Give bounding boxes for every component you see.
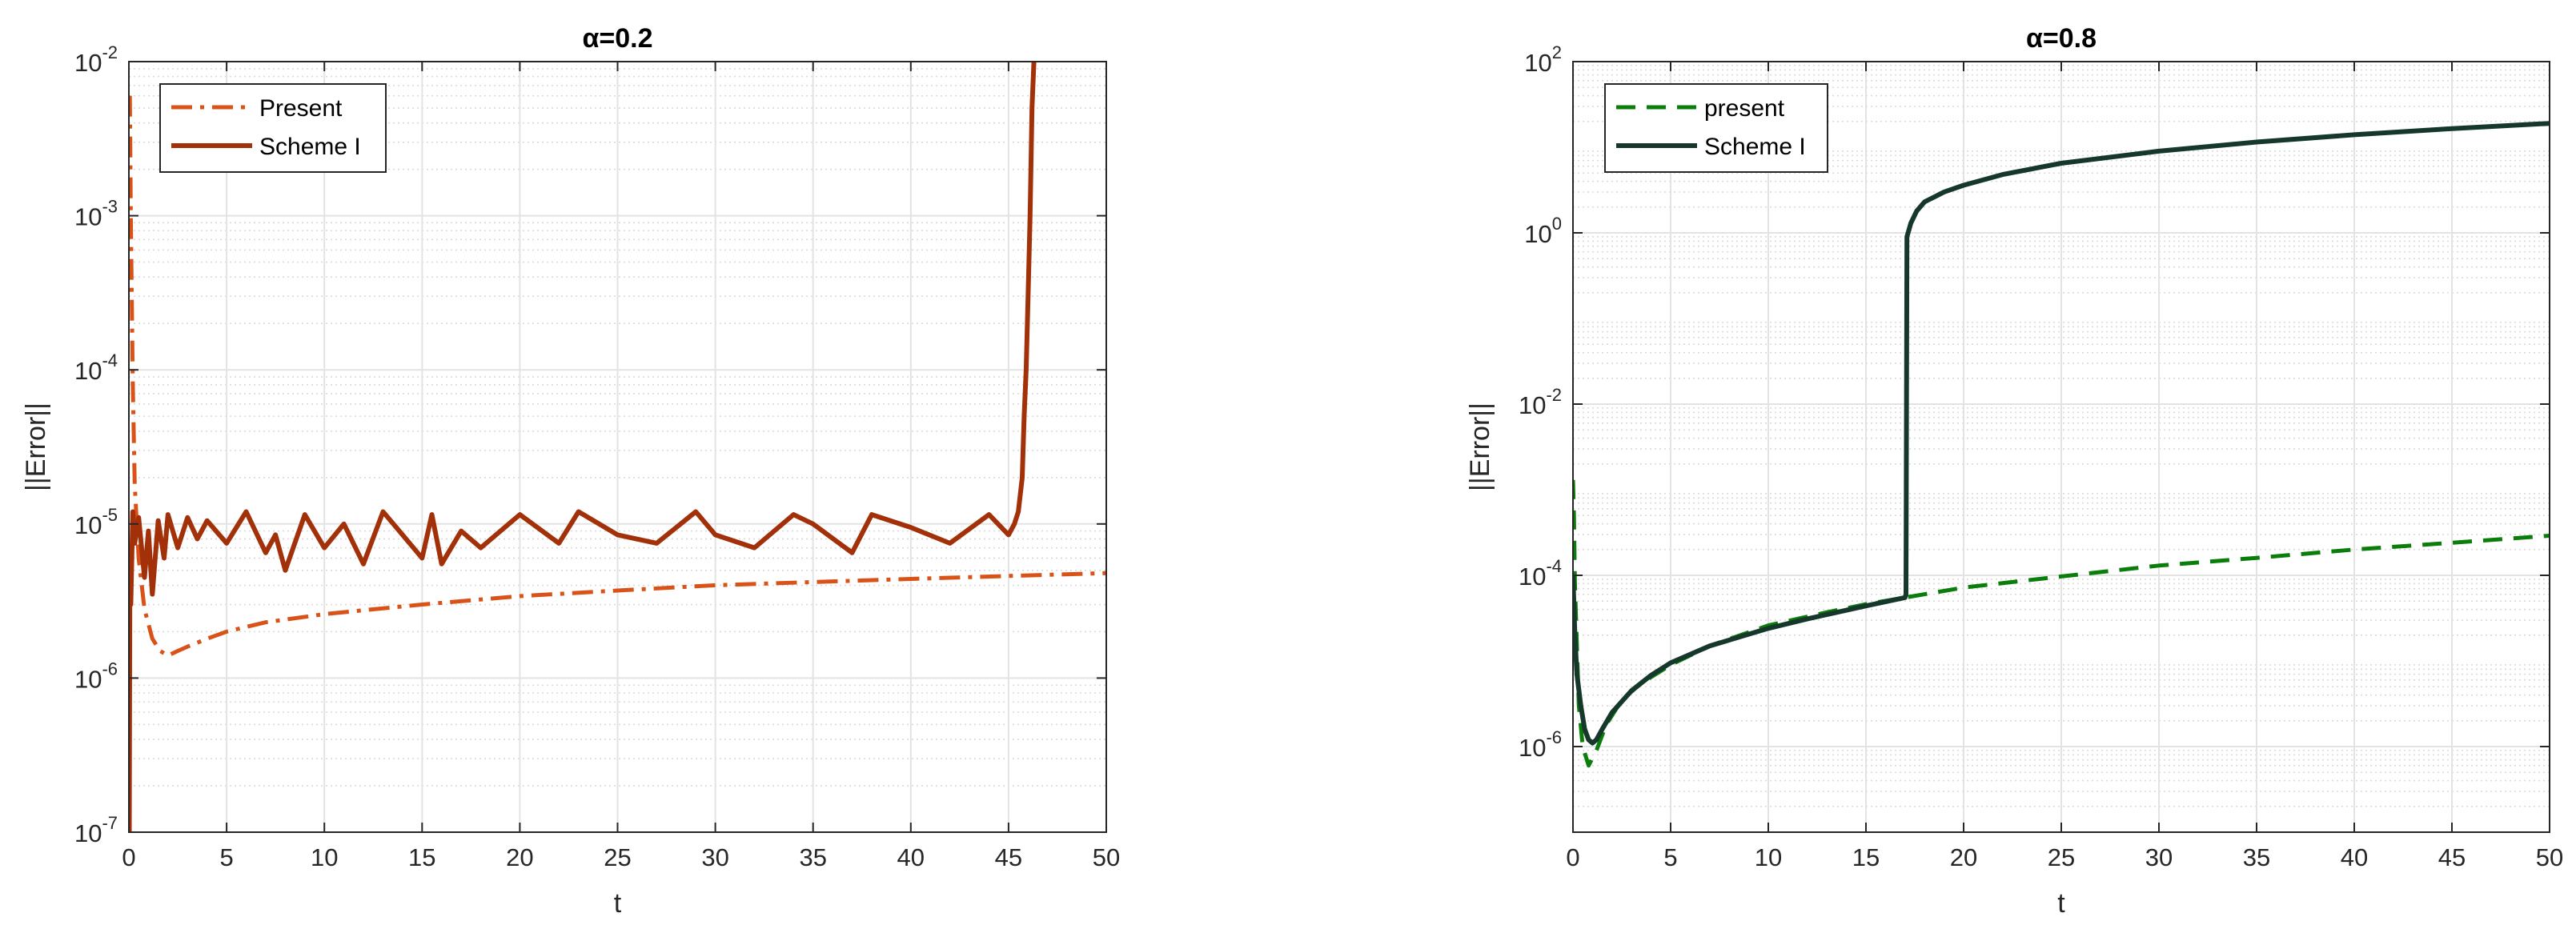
y-tick-label: 10-6 [1519,727,1562,762]
y-tick-label: 102 [1524,42,1562,77]
x-tick-label: 15 [1852,843,1880,871]
x-tick-label: 30 [701,843,728,871]
panels: 0 5 10 15 20 25 30 35 40 45 5010-710-610-510-410-3… [21,23,2563,919]
x-ticks: 0 5 10 15 20 25 30 35 40 45 50 [1566,62,2563,871]
x-tick-label: 40 [897,843,925,871]
y-tick-label: 10-6 [74,659,118,693]
x-tick-label: 20 [506,843,533,871]
chart-title: α=0.2 [582,23,652,54]
y-axis-label: ||Error|| [1465,402,1495,491]
x-tick-label: 10 [1755,843,1782,871]
legend-label: Scheme I [1704,134,1806,160]
x-tick-label: 25 [2048,843,2075,871]
x-axis-label: t [2057,888,2065,919]
legend: present Scheme I [1604,83,1828,173]
x-tick-label: 45 [995,843,1022,871]
y-tick-label: 10-7 [74,813,118,847]
x-tick-label: 50 [2536,843,2563,871]
x-tick-label: 40 [2341,843,2368,871]
series-group [129,62,1106,832]
y-tick-label: 10-5 [74,505,118,539]
x-tick-label: 5 [219,843,233,871]
x-tick-label: 0 [122,843,135,871]
x-tick-label: 5 [1663,843,1677,871]
legend: Present Scheme I [159,83,387,173]
y-tick-label: 10-2 [1519,385,1562,419]
legend-box [1604,83,1828,173]
series-group [1573,121,2550,768]
chart-panel-2: 0 5 10 15 20 25 30 35 40 45 50 10-6 10-4 10-2 100 102 α=… [1465,23,2563,919]
x-tick-label: 10 [311,843,338,871]
chart-title: α=0.8 [2026,23,2097,54]
x-tick-label: 15 [408,843,435,871]
legend-label: present [1704,95,1785,122]
y-tick-label: 10-4 [74,350,118,385]
y-ticks: 10-7 10-6 10-5 10-4 10-3 10-2 [74,42,1106,847]
chart-panel-1: 0 5 10 15 20 25 30 35 40 45 50 10-7 10-6 10-5 10-4 10-3… [21,23,1120,919]
series-line-scheme-i [129,62,1037,832]
series-line-scheme-i [1573,121,2550,746]
x-tick-label: 50 [1093,843,1120,871]
legend-label: Present [259,95,343,122]
x-tick-label: 45 [2438,843,2466,871]
y-tick-label: 10-3 [74,197,118,231]
legend-label: Scheme I [259,134,361,160]
x-tick-label: 0 [1566,843,1579,871]
x-tick-label: 25 [604,843,631,871]
y-tick-label: 100 [1524,214,1562,248]
x-axis-label: t [614,888,622,919]
x-tick-label: 30 [2145,843,2173,871]
x-tick-label: 20 [1950,843,1977,871]
x-tick-label: 35 [799,843,826,871]
y-tick-label: 10-4 [1519,556,1562,591]
legend-box [159,83,387,173]
x-tick-label: 35 [2243,843,2270,871]
x-ticks: 0 5 10 15 20 25 30 35 40 45 50 [122,62,1120,871]
y-tick-label: 10-2 [74,42,118,77]
y-ticks: 10-6 10-4 10-2 100 102 [1519,42,2550,762]
y-axis-label: ||Error|| [21,402,51,491]
